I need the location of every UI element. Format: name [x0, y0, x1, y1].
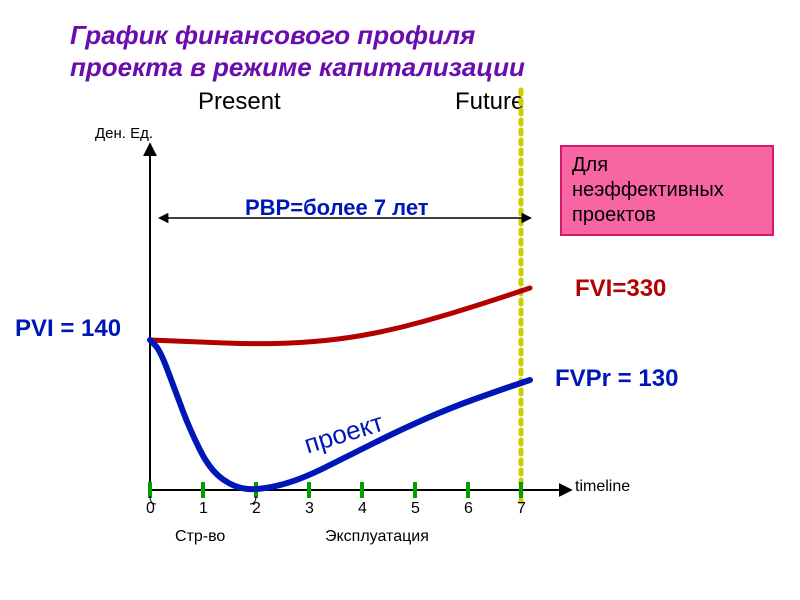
financial-profile-chart: [0, 0, 800, 600]
pbp-label: PBP=более 7 лет: [245, 195, 429, 221]
callout-line2: неэффективных: [572, 178, 762, 203]
present-label: Present: [198, 88, 281, 116]
chart-title-line1: График финансового профиля: [70, 20, 475, 51]
ineffective-callout: Для неэффективных проектов: [560, 145, 774, 236]
fvpr-label: FVPr = 130: [555, 365, 678, 393]
callout-line3: проектов: [572, 203, 762, 228]
exploitation-phase-label: Эксплуатация: [325, 528, 429, 546]
x-tick-2: 2: [252, 500, 261, 518]
x-tick-5: 5: [411, 500, 420, 518]
x-tick-6: 6: [464, 500, 473, 518]
construction-phase-label: Стр-во: [175, 528, 225, 546]
callout-line1: Для: [572, 153, 762, 178]
project-label: проект: [300, 407, 387, 460]
x-tick-0: 0: [146, 500, 155, 518]
x-tick-7: 7: [517, 500, 526, 518]
pvi-label: PVI = 140: [15, 315, 121, 343]
y-axis-label: Ден. Ед.: [95, 125, 153, 142]
x-tick-3: 3: [305, 500, 314, 518]
x-tick-4: 4: [358, 500, 367, 518]
x-tick-1: 1: [199, 500, 208, 518]
fvi-label: FVI=330: [575, 275, 666, 303]
chart-title-line2: проекта в режиме капитализации: [70, 52, 525, 83]
x-axis-label: timeline: [575, 478, 630, 496]
future-label: Future: [455, 88, 524, 116]
